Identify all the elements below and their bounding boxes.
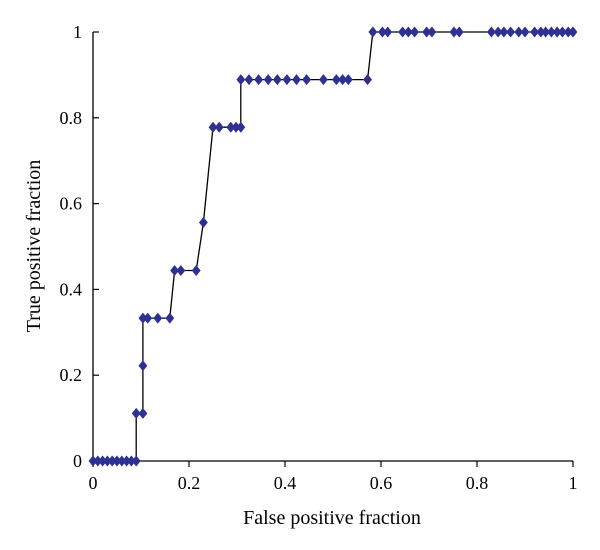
data-point-marker [236, 121, 246, 133]
x-tick-label: 0.4 [274, 473, 297, 493]
y-tick-label: 0.8 [60, 108, 83, 128]
data-point-marker [383, 26, 393, 38]
data-point-marker [131, 407, 141, 419]
data-point-marker [272, 74, 282, 86]
data-point-marker [198, 216, 208, 229]
data-point-marker [302, 74, 312, 86]
data-point-marker [506, 26, 516, 38]
y-tick-label: 0.2 [60, 365, 83, 385]
data-point-marker [263, 74, 273, 86]
y-tick-label: 0.6 [60, 194, 83, 214]
data-point-marker [499, 26, 509, 38]
x-axis-title: False positive fraction [243, 507, 421, 529]
data-point-marker [138, 407, 148, 419]
data-point-marker [208, 121, 218, 133]
data-point-marker [486, 26, 496, 38]
data-point-marker [138, 360, 148, 372]
data-point-marker [368, 26, 378, 38]
data-point-marker [282, 74, 292, 86]
data-point-marker [244, 74, 254, 86]
data-point-marker [363, 74, 373, 86]
y-tick-label: 0.4 [60, 279, 83, 299]
data-point-marker [292, 74, 302, 86]
x-tick-label: 0.2 [178, 473, 201, 493]
x-tick-label: 0 [89, 473, 98, 493]
data-point-marker [454, 26, 464, 38]
x-ticks: 0 0.2 0.4 0.6 0.8 1 [89, 461, 578, 493]
series-line [93, 31, 573, 462]
series-layer [88, 26, 578, 467]
y-tick-label: 1 [73, 22, 82, 42]
data-point-marker [427, 26, 437, 38]
y-ticks: 0 0.2 0.4 0.6 0.8 1 [60, 22, 99, 471]
axes [92, 32, 573, 462]
data-point-marker [165, 312, 175, 324]
data-point-marker [214, 121, 224, 133]
data-point-marker [131, 455, 141, 467]
data-point-marker [143, 312, 153, 324]
data-point-marker [254, 74, 264, 86]
data-point-marker [520, 26, 530, 38]
x-tick-label: 1 [569, 473, 578, 493]
data-point-marker [170, 264, 180, 277]
x-tick-label: 0.8 [466, 473, 489, 493]
data-point-marker [403, 26, 413, 38]
data-point-marker [318, 74, 328, 86]
data-point-marker [410, 26, 420, 38]
data-point-marker [514, 26, 524, 38]
data-point-marker [568, 26, 578, 38]
x-tick-label: 0.6 [370, 473, 393, 493]
data-point-marker [191, 264, 201, 277]
y-tick-label: 0 [73, 451, 82, 471]
data-point-marker [153, 312, 163, 324]
data-point-marker [343, 74, 353, 86]
data-point-marker [236, 74, 246, 86]
data-point-marker [331, 74, 341, 86]
data-point-marker [176, 264, 186, 277]
y-axis-title: True positive fraction [23, 160, 45, 333]
data-point-marker [530, 26, 540, 38]
